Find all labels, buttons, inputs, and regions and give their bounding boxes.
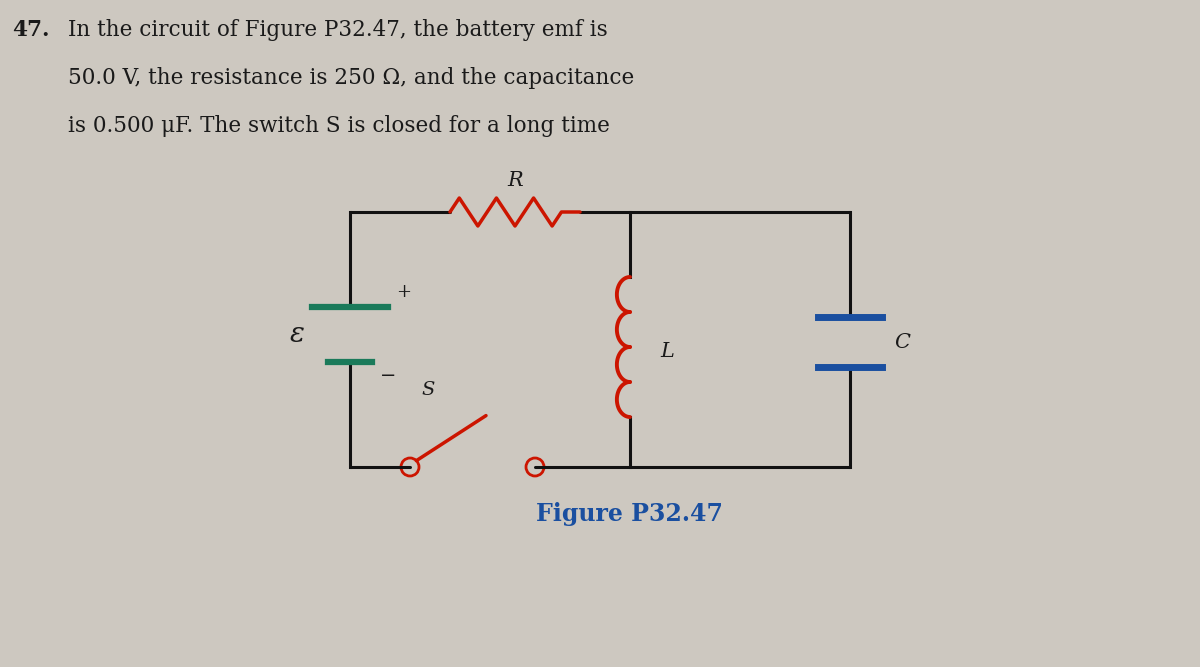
Text: L: L	[660, 342, 674, 362]
Text: Figure P32.47: Figure P32.47	[536, 502, 724, 526]
Text: −: −	[380, 367, 396, 385]
Text: 50.0 V, the resistance is 250 Ω, and the capacitance: 50.0 V, the resistance is 250 Ω, and the…	[68, 67, 635, 89]
Text: +: +	[396, 283, 410, 301]
Text: C: C	[894, 333, 910, 352]
Text: S: S	[421, 381, 434, 399]
Text: ε: ε	[290, 321, 305, 348]
Text: is 0.500 μF. The switch S is closed for a long time: is 0.500 μF. The switch S is closed for …	[68, 115, 610, 137]
Text: In the circuit of Figure P32.47, the battery emf is: In the circuit of Figure P32.47, the bat…	[68, 19, 607, 41]
Text: R: R	[508, 171, 523, 190]
Text: 47.: 47.	[12, 19, 49, 41]
